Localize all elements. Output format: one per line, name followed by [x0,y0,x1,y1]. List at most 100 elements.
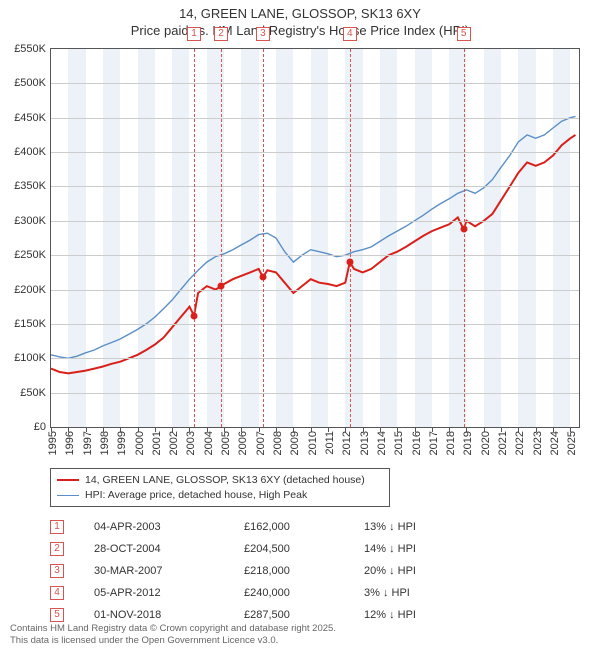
x-axis-label: 2007 [255,431,267,455]
legend-label-hpi: HPI: Average price, detached house, High… [85,488,307,503]
y-axis-label: £150K [6,318,46,330]
x-axis-label: 2013 [359,431,371,455]
event-marker: 2 [214,27,228,41]
sales-diff: 13% ↓ HPI [364,521,484,533]
footer-line-1: Contains HM Land Registry data © Crown c… [10,623,336,634]
y-axis-label: £250K [6,249,46,261]
sale-point [190,312,197,319]
chart-title: 14, GREEN LANE, GLOSSOP, SK13 6XY Price … [0,0,600,40]
sales-diff: 20% ↓ HPI [364,565,484,577]
sales-date: 04-APR-2003 [94,521,244,533]
y-axis-label: £350K [6,180,46,192]
sales-marker: 1 [50,520,64,534]
event-marker: 4 [343,27,357,41]
x-axis-label: 2014 [376,431,388,455]
gridline-h [51,83,579,84]
x-axis-label: 2010 [307,431,319,455]
x-axis-label: 2016 [411,431,423,455]
sales-price: £287,500 [244,609,364,621]
sales-marker: 3 [50,564,64,578]
sales-row: 4 05-APR-2012£240,0003% ↓ HPI [50,582,550,604]
x-axis-label: 2020 [480,431,492,455]
y-axis-label: £100K [6,352,46,364]
event-marker: 5 [457,27,471,41]
y-axis-label: £400K [6,146,46,158]
sales-marker: 4 [50,586,64,600]
sales-marker: 5 [50,608,64,622]
x-axis-label: 2005 [220,431,232,455]
sales-price: £240,000 [244,587,364,599]
sale-point [346,259,353,266]
x-axis-label: 2001 [151,431,163,455]
x-axis-label: 1997 [82,431,94,455]
gridline-h [51,118,579,119]
chart-lines [51,49,579,427]
x-axis-label: 2008 [272,431,284,455]
legend-box: 14, GREEN LANE, GLOSSOP, SK13 6XY (detac… [50,468,390,507]
y-axis-label: £50K [6,387,46,399]
sales-date: 28-OCT-2004 [94,543,244,555]
x-axis-label: 2025 [566,431,578,455]
event-line [221,49,222,427]
event-line [263,49,264,427]
x-axis-label: 2012 [341,431,353,455]
sales-marker: 2 [50,542,64,556]
sales-row: 1 04-APR-2003£162,00013% ↓ HPI [50,516,550,538]
sales-price: £162,000 [244,521,364,533]
sales-date: 30-MAR-2007 [94,565,244,577]
gridline-h [51,152,579,153]
y-axis-label: £0 [6,421,46,433]
gridline-h [51,186,579,187]
x-axis-label: 2011 [324,431,336,455]
y-axis-label: £450K [6,112,46,124]
x-axis-label: 2015 [393,431,405,455]
gridline-h [51,255,579,256]
sales-price: £218,000 [244,565,364,577]
event-marker: 1 [187,27,201,41]
sales-row: 2 28-OCT-2004£204,50014% ↓ HPI [50,538,550,560]
sales-table: 1 04-APR-2003£162,00013% ↓ HPI 2 28-OCT-200… [50,516,550,626]
sales-price: £204,500 [244,543,364,555]
x-axis-label: 2021 [497,431,509,455]
x-axis-label: 2003 [185,431,197,455]
x-axis-label: 2019 [462,431,474,455]
x-axis-label: 2022 [514,431,526,455]
event-marker: 3 [256,27,270,41]
x-axis-label: 1998 [99,431,111,455]
chart-plot-area: £0£50K£100K£150K£200K£250K£300K£350K£400… [50,48,580,428]
footer-line-2: This data is licensed under the Open Gov… [10,635,336,646]
x-axis-label: 2024 [549,431,561,455]
gridline-h [51,290,579,291]
x-axis-label: 2023 [532,431,544,455]
y-axis-label: £200K [6,284,46,296]
title-line-1: 14, GREEN LANE, GLOSSOP, SK13 6XY [0,6,600,23]
sale-point [259,274,266,281]
x-axis-label: 2004 [203,431,215,455]
x-axis-label: 2018 [445,431,457,455]
x-axis-label: 1995 [47,431,59,455]
x-axis-label: 2017 [428,431,440,455]
gridline-h [51,358,579,359]
sales-date: 01-NOV-2018 [94,609,244,621]
legend-swatch-price [57,479,79,481]
sale-point [460,226,467,233]
x-axis-label: 1999 [116,431,128,455]
title-line-2: Price paid vs. HM Land Registry's House … [0,23,600,40]
gridline-h [51,221,579,222]
y-axis-label: £550K [6,43,46,55]
sales-diff: 14% ↓ HPI [364,543,484,555]
x-axis-label: 2000 [134,431,146,455]
sales-diff: 3% ↓ HPI [364,587,484,599]
event-line [350,49,351,427]
gridline-h [51,393,579,394]
sale-point [217,283,224,290]
sales-date: 05-APR-2012 [94,587,244,599]
legend-label-price: 14, GREEN LANE, GLOSSOP, SK13 6XY (detac… [85,473,365,488]
x-axis-label: 1996 [64,431,76,455]
sales-row: 3 30-MAR-2007£218,00020% ↓ HPI [50,560,550,582]
legend-item-price: 14, GREEN LANE, GLOSSOP, SK13 6XY (detac… [57,473,383,488]
x-axis-label: 2006 [237,431,249,455]
legend-item-hpi: HPI: Average price, detached house, High… [57,488,383,503]
sales-diff: 12% ↓ HPI [364,609,484,621]
legend-swatch-hpi [57,495,79,496]
